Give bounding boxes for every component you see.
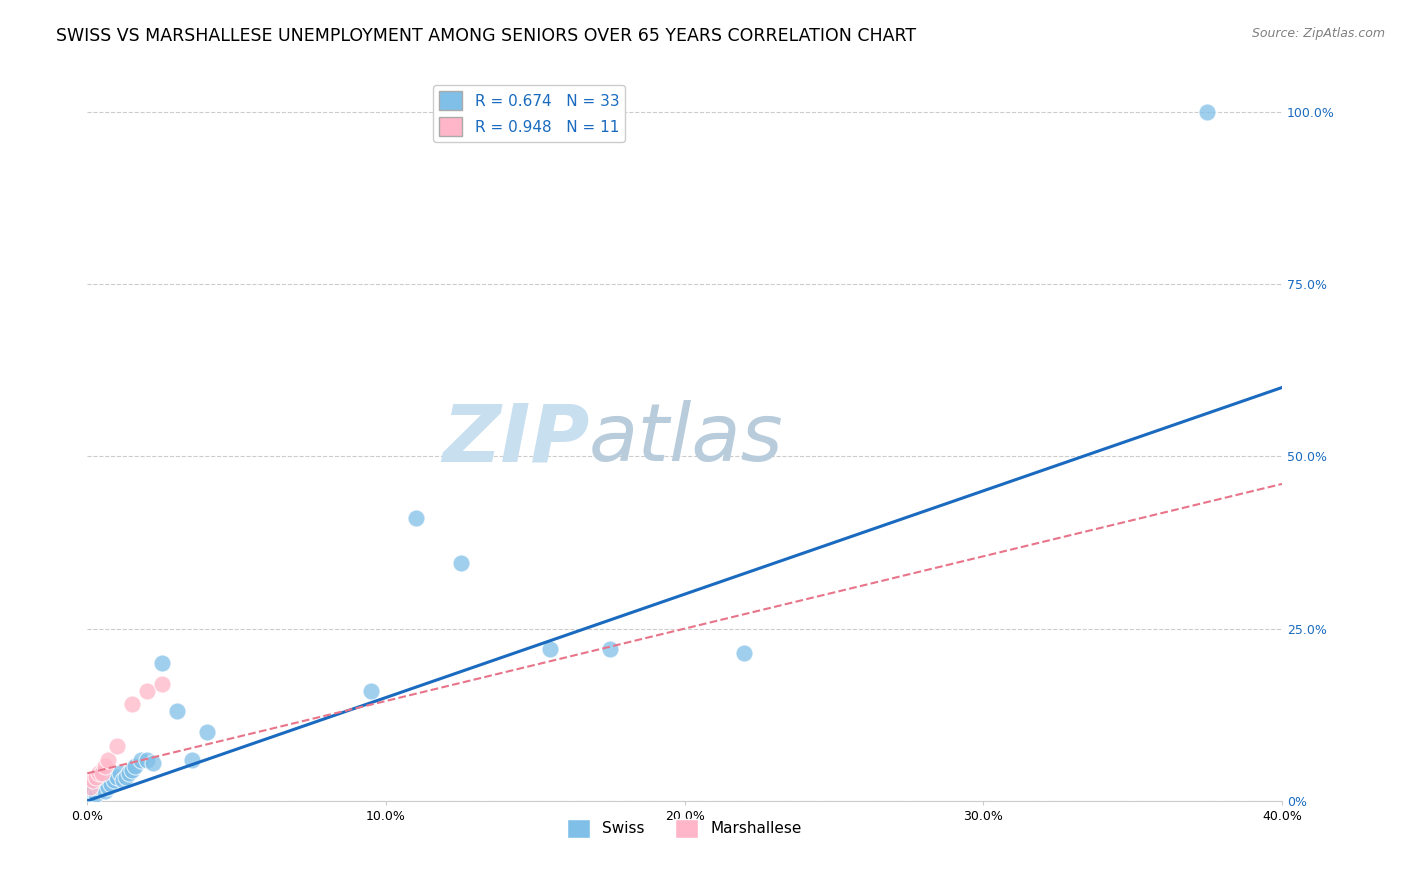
Legend: Swiss, Marshallese: Swiss, Marshallese xyxy=(561,813,808,844)
Point xyxy=(91,773,114,788)
Point xyxy=(124,759,146,773)
Point xyxy=(150,677,173,691)
Point xyxy=(150,656,173,670)
Point xyxy=(108,766,131,780)
Point xyxy=(733,646,755,660)
Point xyxy=(115,770,138,784)
Text: Source: ZipAtlas.com: Source: ZipAtlas.com xyxy=(1251,27,1385,40)
Point xyxy=(82,780,104,794)
Point xyxy=(166,704,188,718)
Point xyxy=(97,753,120,767)
Point xyxy=(1197,104,1219,119)
Point xyxy=(121,698,143,712)
Point xyxy=(89,766,111,780)
Point xyxy=(538,642,561,657)
Point xyxy=(84,770,107,784)
Point xyxy=(94,759,117,773)
Point xyxy=(91,766,114,780)
Point xyxy=(136,683,159,698)
Point xyxy=(94,783,117,797)
Text: ZIP: ZIP xyxy=(441,401,589,478)
Point xyxy=(94,770,117,784)
Point xyxy=(103,773,125,788)
Point xyxy=(180,753,202,767)
Point xyxy=(79,780,101,794)
Point xyxy=(84,787,107,801)
Point xyxy=(89,780,111,794)
Point xyxy=(100,777,122,791)
Point xyxy=(82,783,104,797)
Point xyxy=(450,556,472,570)
Point xyxy=(105,770,128,784)
Point xyxy=(97,780,120,794)
Point xyxy=(129,753,152,767)
Point xyxy=(118,766,141,780)
Point xyxy=(105,739,128,753)
Text: atlas: atlas xyxy=(589,401,783,478)
Point xyxy=(121,763,143,777)
Point xyxy=(136,753,159,767)
Point xyxy=(89,777,111,791)
Text: SWISS VS MARSHALLESE UNEMPLOYMENT AMONG SENIORS OVER 65 YEARS CORRELATION CHART: SWISS VS MARSHALLESE UNEMPLOYMENT AMONG … xyxy=(56,27,917,45)
Point xyxy=(195,725,218,739)
Point xyxy=(142,756,165,770)
Point xyxy=(360,683,382,698)
Point xyxy=(599,642,621,657)
Point xyxy=(82,773,104,788)
Point xyxy=(405,511,427,525)
Point xyxy=(79,787,101,801)
Point xyxy=(112,773,135,788)
